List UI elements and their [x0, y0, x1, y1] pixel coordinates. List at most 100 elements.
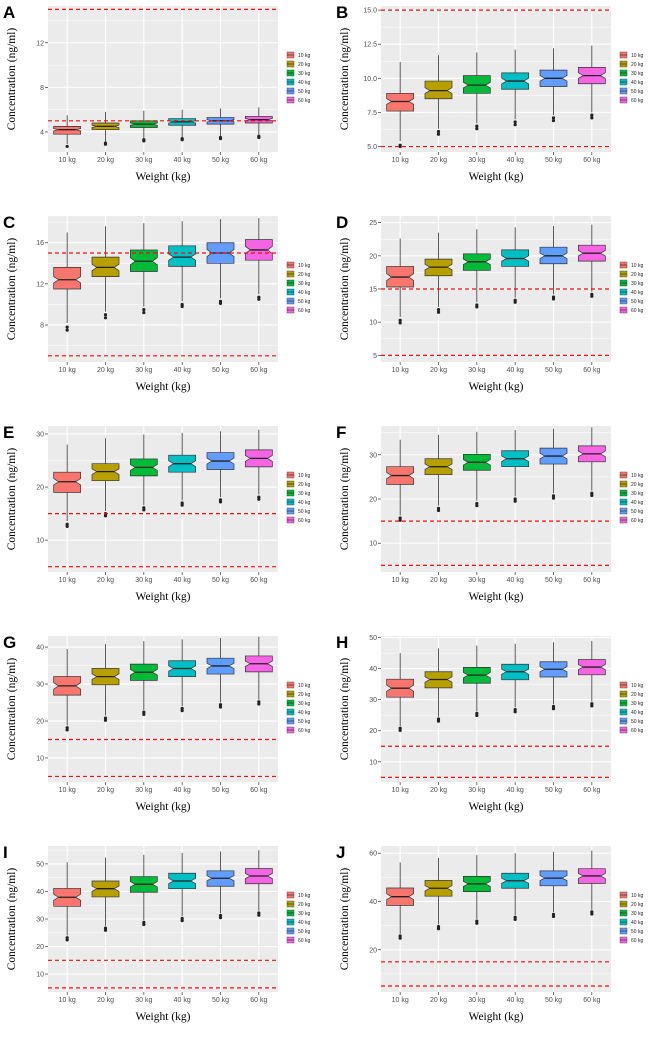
y-axis-title: Concentration (ng/ml) [6, 868, 18, 971]
outlier-point [65, 524, 69, 528]
box-60kg [244, 429, 273, 501]
x-tick-label: 40 kg [174, 577, 191, 584]
outlier-point [475, 124, 479, 128]
x-axis-title: Weight (kg) [469, 801, 524, 813]
outlier-point [65, 328, 69, 332]
y-tick-label: 4 [40, 129, 44, 136]
y-tick-label: 10 [36, 538, 44, 545]
y-tick-label: 20 [36, 485, 44, 492]
panel-a: A 4 8 12 10 kg 20 kg 30 kg 40 kg 50 kg 60 kg Weigh… [3, 3, 310, 183]
legend: 10 kg 20 kg 30 kg 40 kg 50 kg 60 kg [286, 471, 310, 524]
box-40kg [168, 432, 197, 507]
outlier-point [180, 138, 184, 142]
y-tick-label: 30 [369, 452, 377, 459]
outlier-point [257, 297, 261, 301]
outlier-point [142, 922, 146, 927]
y-tick-label: 50 [36, 861, 44, 868]
y-tick-label: 12 [36, 40, 44, 47]
box-60kg [244, 850, 273, 917]
legend-label: 30 kg [631, 701, 643, 707]
y-tick-label: 40 [36, 889, 44, 896]
y-tick-label: 12 [36, 281, 44, 288]
legend-label: 60 kg [298, 308, 310, 314]
box-40kg [501, 49, 530, 127]
legend-label: 50 kg [631, 299, 643, 305]
box-body [168, 245, 197, 267]
box-10kg [53, 232, 82, 332]
x-tick-label: 60 kg [583, 787, 600, 794]
x-tick-label: 30 kg [468, 997, 485, 1004]
outlier-point [590, 294, 594, 298]
legend-label: 10 kg [631, 683, 643, 689]
y-tick-label: 10 [369, 541, 377, 548]
y-tick-label: 20 [369, 253, 377, 260]
outlier-point [257, 497, 261, 501]
panel-letter: F [336, 423, 346, 442]
legend: 10 kg 20 kg 30 kg 40 kg 50 kg 60 kg [619, 51, 643, 104]
y-tick-label: 30 [36, 431, 44, 438]
outlier-point [180, 916, 184, 921]
outlier-point [513, 497, 517, 501]
box-60kg [244, 218, 273, 301]
x-tick-label: 10 kg [392, 577, 409, 584]
y-axis-title: Concentration (ng/ml) [339, 448, 351, 551]
y-tick-label: 40 [369, 666, 377, 673]
outlier-point [142, 139, 146, 143]
box-50kg [206, 219, 235, 305]
outlier-point [551, 119, 556, 123]
box-60kg [577, 224, 606, 298]
plot-background [381, 846, 611, 992]
x-axis-title: Weight (kg) [469, 591, 524, 603]
outlier-point [103, 514, 108, 518]
legend-label: 60 kg [631, 728, 643, 734]
outlier-point [218, 703, 223, 707]
outlier-point [142, 710, 146, 714]
x-tick-label: 50 kg [212, 157, 229, 164]
outlier-point [218, 705, 223, 709]
outlier-point [142, 311, 146, 315]
y-tick-label: 10 [369, 320, 377, 327]
box-10kg [386, 238, 415, 325]
legend-label: 10 kg [631, 893, 643, 899]
legend-label: 30 kg [298, 491, 310, 497]
box-20kg [91, 111, 120, 146]
outlier-point [513, 123, 517, 127]
legend: 10 kg 20 kg 30 kg 40 kg 50 kg 60 kg [286, 51, 310, 104]
x-tick-label: 30 kg [135, 787, 152, 794]
outlier-point [218, 913, 223, 918]
legend-label: 30 kg [631, 911, 643, 917]
outlier-point [475, 504, 479, 508]
x-tick-label: 40 kg [507, 367, 524, 374]
x-axis-title: Weight (kg) [136, 801, 191, 813]
plot-background [48, 426, 278, 572]
outlier-point [475, 713, 479, 718]
x-tick-label: 20 kg [430, 157, 447, 164]
x-tick-label: 40 kg [507, 997, 524, 1004]
outlier-point [551, 116, 556, 120]
x-tick-label: 20 kg [97, 367, 114, 374]
outlier-point [103, 718, 108, 722]
box-40kg [501, 643, 530, 714]
box-30kg [462, 431, 491, 508]
box-40kg [168, 639, 197, 713]
legend-label: 60 kg [298, 728, 310, 734]
outlier-point [551, 496, 556, 500]
outlier-point [551, 707, 556, 711]
x-tick-label: 40 kg [507, 157, 524, 164]
box-body [424, 80, 453, 100]
legend-label: 60 kg [631, 308, 643, 314]
outlier-point [513, 300, 517, 304]
legend-label: 30 kg [298, 701, 310, 707]
y-tick-label: 30 [36, 917, 44, 924]
legend-label: 60 kg [298, 98, 310, 104]
x-tick-label: 30 kg [468, 157, 485, 164]
legend-label: 20 kg [298, 272, 310, 278]
outlier-point [398, 144, 402, 149]
y-tick-label: 20 [369, 728, 377, 735]
outlier-point [218, 916, 223, 920]
outlier-point [257, 135, 261, 140]
box-20kg [424, 55, 453, 136]
y-tick-label: 15.0 [363, 8, 377, 15]
outlier-point [475, 921, 479, 925]
